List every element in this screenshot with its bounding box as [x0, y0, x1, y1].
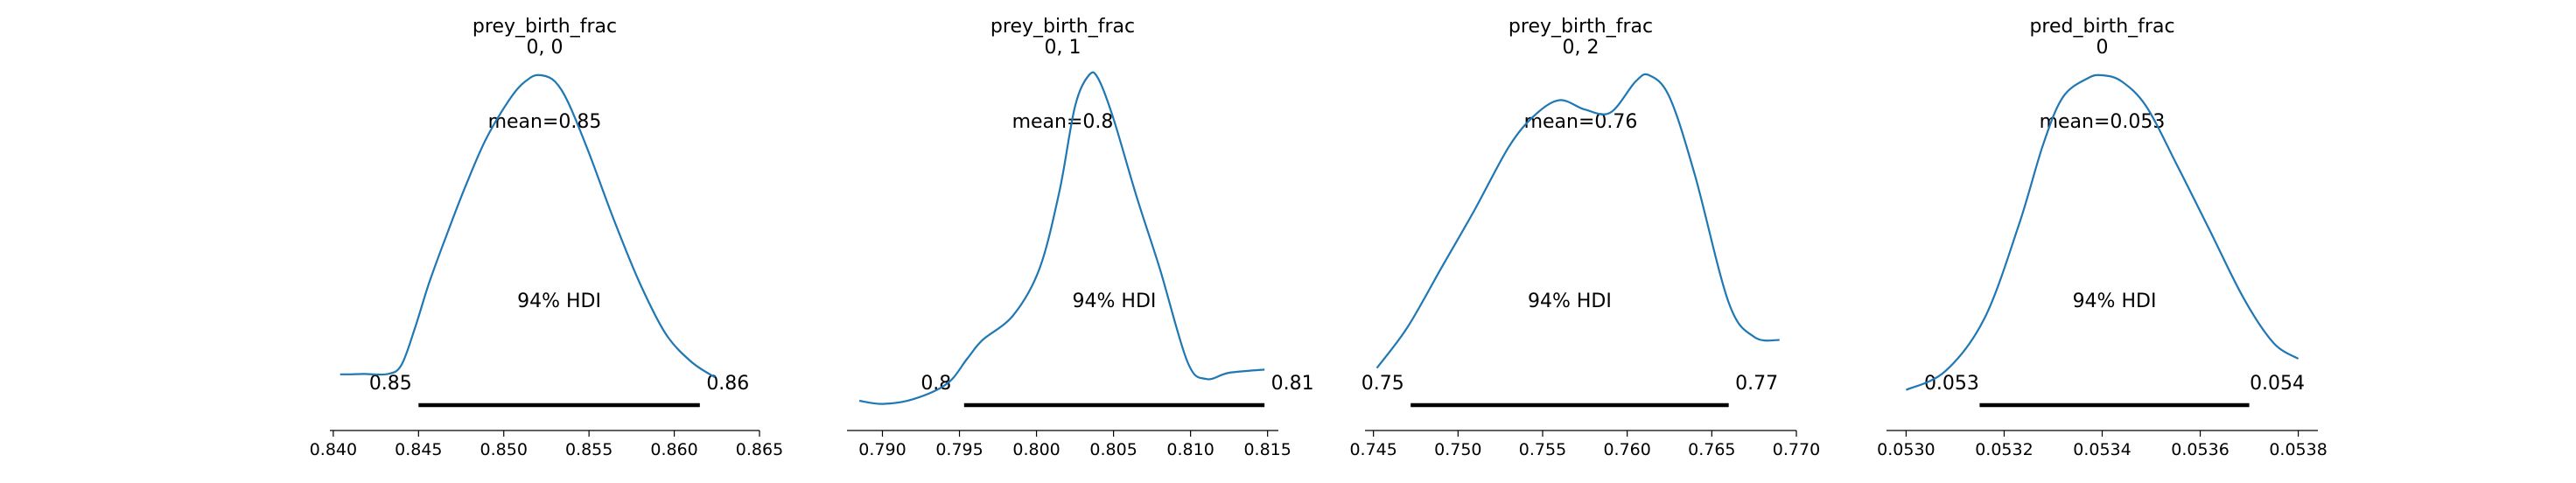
hdi-label: 94% HDI [1528, 290, 1612, 312]
x-tick-label: 0.790 [858, 440, 906, 459]
x-tick-label: 0.745 [1349, 440, 1396, 459]
panel-subtitle: 0, 1 [1045, 37, 1082, 59]
x-tick-label: 0.795 [935, 440, 983, 459]
x-tick-label: 0.750 [1434, 440, 1481, 459]
x-tick-label: 0.810 [1166, 440, 1214, 459]
x-tick-label: 0.840 [310, 440, 357, 459]
hdi-low-label: 0.75 [1362, 373, 1404, 395]
x-tick-label: 0.760 [1603, 440, 1650, 459]
panel-1: prey_birth_frac 0, 0 mean=0.85 94% HDI 0… [310, 16, 784, 459]
x-tick-label: 0.805 [1089, 440, 1137, 459]
x-tick-label: 0.0530 [1877, 440, 1935, 459]
x-tick-label: 0.0538 [2269, 440, 2327, 459]
x-tick-label: 0.755 [1519, 440, 1566, 459]
panel-subtitle: 0, 0 [527, 37, 564, 59]
density-curve [1376, 73, 1780, 369]
mean-label: mean=0.85 [488, 111, 602, 133]
density-curve [1905, 74, 2300, 391]
hdi-label: 94% HDI [1073, 290, 1157, 312]
x-tick-label: 0.0534 [2073, 440, 2131, 459]
x-tick-label: 0.865 [736, 440, 783, 459]
x-tick-label: 0.850 [480, 440, 528, 459]
mean-label: mean=0.053 [2040, 111, 2166, 133]
x-tick-label: 0.0532 [1975, 440, 2033, 459]
hdi-high-label: 0.054 [2250, 373, 2305, 395]
x-tick-label: 0.860 [650, 440, 697, 459]
mean-label: mean=0.8 [1012, 111, 1114, 133]
density-curve [858, 71, 1265, 405]
hdi-label: 94% HDI [2073, 290, 2157, 312]
hdi-high-label: 0.81 [1271, 373, 1314, 395]
x-tick-label: 0.0536 [2171, 440, 2229, 459]
mean-label: mean=0.76 [1524, 111, 1638, 133]
hdi-low-label: 0.053 [1924, 373, 1979, 395]
hdi-low-label: 0.85 [369, 373, 412, 395]
x-tick-label: 0.815 [1243, 440, 1291, 459]
x-tick-label: 0.800 [1012, 440, 1060, 459]
hdi-label: 94% HDI [517, 290, 601, 312]
density-curve [340, 74, 716, 379]
x-tick-label: 0.770 [1773, 440, 1820, 459]
panel-title: prey_birth_frac [472, 16, 617, 38]
panel-title: pred_birth_frac [2029, 16, 2174, 38]
panel-3: prey_birth_frac 0, 2 mean=0.76 94% HDI 0… [1349, 16, 1820, 459]
panel-subtitle: 0 [2096, 37, 2109, 59]
panel-4: pred_birth_frac 0 mean=0.053 94% HDI 0.0… [1877, 16, 2328, 459]
hdi-high-label: 0.77 [1735, 373, 1778, 395]
x-tick-label: 0.855 [565, 440, 612, 459]
panel-2: prey_birth_frac 0, 1 mean=0.8 94% HDI 0.… [847, 16, 1314, 459]
panel-title: prey_birth_frac [1508, 16, 1653, 38]
panel-title: prey_birth_frac [990, 16, 1135, 38]
panel-subtitle: 0, 2 [1563, 37, 1600, 59]
x-tick-label: 0.845 [395, 440, 442, 459]
x-tick-label: 0.765 [1688, 440, 1735, 459]
